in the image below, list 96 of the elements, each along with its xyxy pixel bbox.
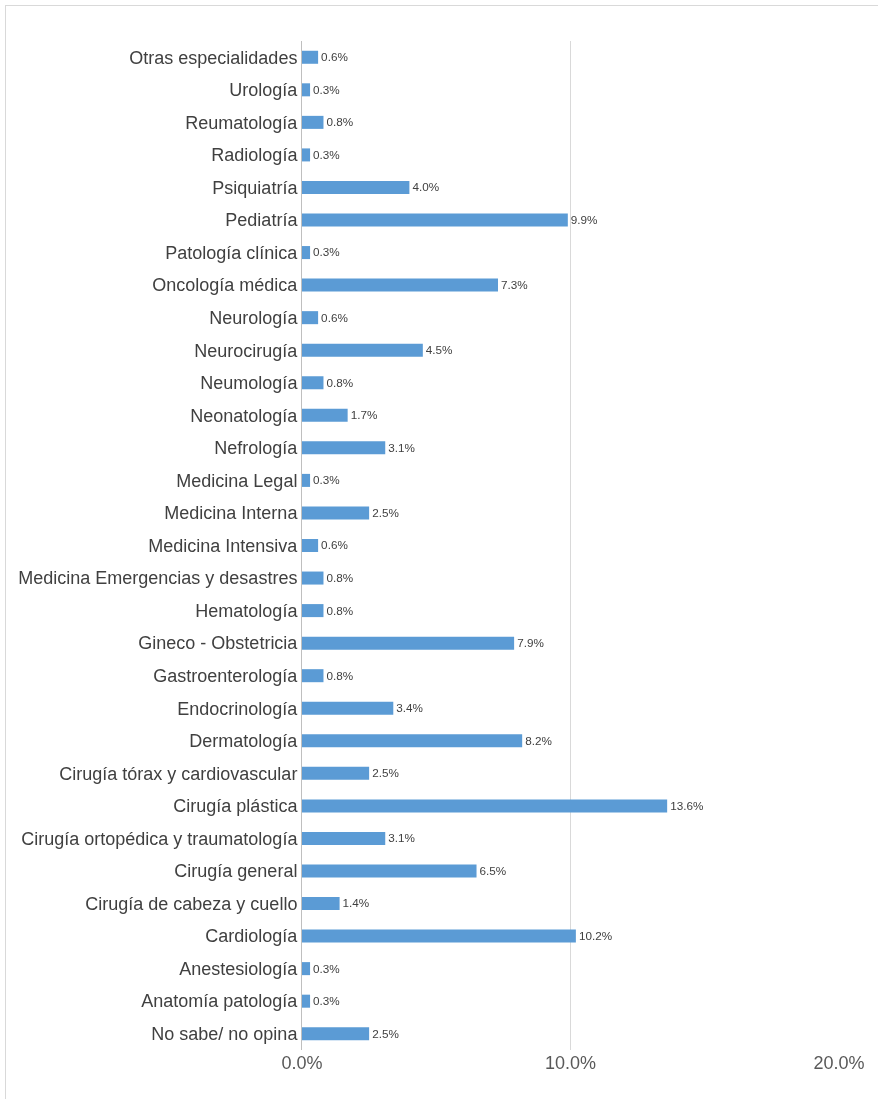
- data-label: 2.5%: [372, 1026, 399, 1040]
- y-tick-label: Gineco - Obstetricia: [138, 633, 299, 654]
- bar: [302, 408, 348, 422]
- bar: [302, 604, 324, 618]
- y-tick-label: Urología: [229, 80, 299, 101]
- y-tick-label: Oncología médica: [152, 275, 299, 296]
- data-label: 0.8%: [326, 668, 354, 682]
- bar: [302, 734, 523, 748]
- y-tick-label: Otras especialidades: [129, 47, 298, 68]
- y-tick-label: Gastroenterología: [153, 665, 299, 686]
- bar: [302, 278, 499, 292]
- data-label: 0.6%: [321, 50, 348, 64]
- y-tick-label: Cirugía ortopédica y traumatología: [21, 828, 299, 849]
- y-tick-label: No sabe/ no opina: [151, 1024, 299, 1045]
- bar: [302, 929, 576, 943]
- x-tick-label: 10.0%: [544, 1053, 597, 1073]
- data-label: 13.6%: [670, 798, 704, 812]
- y-tick-label: Medicina Legal: [176, 470, 298, 491]
- bar: [302, 506, 370, 520]
- data-label: 0.3%: [313, 961, 340, 975]
- data-label: 1.4%: [342, 896, 370, 910]
- bar: [302, 962, 311, 976]
- bar: [302, 473, 311, 487]
- data-label: 0.3%: [313, 147, 340, 161]
- bar: [302, 376, 324, 390]
- data-label: 6.5%: [479, 863, 507, 877]
- bar: [302, 83, 311, 97]
- data-label: 3.1%: [388, 440, 415, 454]
- bar: [302, 1027, 370, 1041]
- bar: [302, 213, 568, 227]
- bar: [302, 994, 311, 1008]
- y-tick-label: Neurología: [209, 307, 299, 328]
- y-tick-label: Reumatología: [185, 112, 299, 133]
- data-label: 0.8%: [326, 115, 354, 129]
- data-label: 0.8%: [326, 603, 354, 617]
- y-tick-label: Radiología: [211, 145, 299, 166]
- bar: [302, 636, 515, 650]
- bar: [302, 311, 319, 325]
- y-tick-label: Neonatología: [190, 405, 299, 426]
- data-label: 0.8%: [326, 570, 354, 584]
- y-tick-label: Endocrinología: [177, 698, 299, 719]
- data-label: 0.3%: [313, 245, 340, 259]
- bar: [302, 669, 324, 683]
- data-label: 0.8%: [326, 375, 354, 389]
- data-label: 10.2%: [578, 928, 613, 942]
- y-tick-label: Cardiología: [205, 926, 299, 947]
- bar: [302, 571, 324, 585]
- bar: [302, 831, 386, 845]
- x-tick-label: 20.0%: [813, 1053, 865, 1073]
- y-tick-label: Medicina Intensiva: [148, 535, 299, 556]
- bar: [302, 864, 477, 878]
- y-tick-label: Cirugía de cabeza y cuello: [85, 893, 298, 914]
- data-label: 7.9%: [517, 636, 544, 650]
- data-label: 0.3%: [313, 82, 340, 96]
- data-label: 0.6%: [321, 310, 348, 324]
- data-label: 0.6%: [321, 538, 348, 552]
- y-tick-label: Medicina Interna: [164, 503, 299, 524]
- y-tick-label: Nefrología: [214, 438, 299, 459]
- x-tick-label: 0.0%: [281, 1053, 323, 1073]
- y-tick-label: Dermatología: [189, 731, 299, 752]
- data-label: 0.3%: [313, 473, 340, 487]
- bar: [302, 180, 410, 194]
- data-label: 4.0%: [412, 180, 440, 194]
- bar: [302, 115, 324, 129]
- y-tick-label: Psiquiatría: [212, 177, 299, 198]
- data-label: 9.9%: [570, 212, 598, 226]
- data-label: 0.3%: [313, 994, 340, 1008]
- bar: [302, 701, 394, 715]
- y-tick-label: Neumología: [200, 373, 299, 394]
- y-tick-label: Hematología: [195, 600, 299, 621]
- y-tick-label: Anestesiología: [179, 958, 299, 979]
- data-label: 7.3%: [501, 278, 528, 292]
- data-label: 2.5%: [372, 766, 399, 780]
- bar: [302, 148, 311, 162]
- y-tick-label: Cirugía tórax y cardiovascular: [59, 763, 298, 784]
- y-tick-label: Cirugía general: [174, 861, 298, 882]
- data-label: 3.4%: [396, 701, 423, 715]
- bar: [302, 50, 319, 64]
- bar: [302, 343, 423, 357]
- y-tick-label: Patología clínica: [165, 242, 299, 263]
- bar: [302, 766, 370, 780]
- bar: [302, 538, 319, 553]
- data-label: 4.5%: [425, 343, 453, 357]
- y-tick-label: Anatomía patología: [141, 991, 299, 1012]
- y-tick-label: Cirugía plástica: [173, 796, 299, 817]
- data-label: 3.1%: [388, 831, 415, 845]
- bar: [302, 799, 668, 813]
- y-tick-label: Medicina Emergencias y desastres: [18, 568, 298, 589]
- y-tick-label: Pediatría: [225, 210, 299, 231]
- data-label: 8.2%: [525, 733, 552, 747]
- data-label: 2.5%: [372, 505, 399, 519]
- bar: [302, 441, 386, 455]
- y-tick-label: Neurocirugía: [194, 340, 299, 361]
- bar: [302, 897, 340, 911]
- bar: [302, 246, 311, 260]
- data-label: 1.7%: [350, 408, 378, 422]
